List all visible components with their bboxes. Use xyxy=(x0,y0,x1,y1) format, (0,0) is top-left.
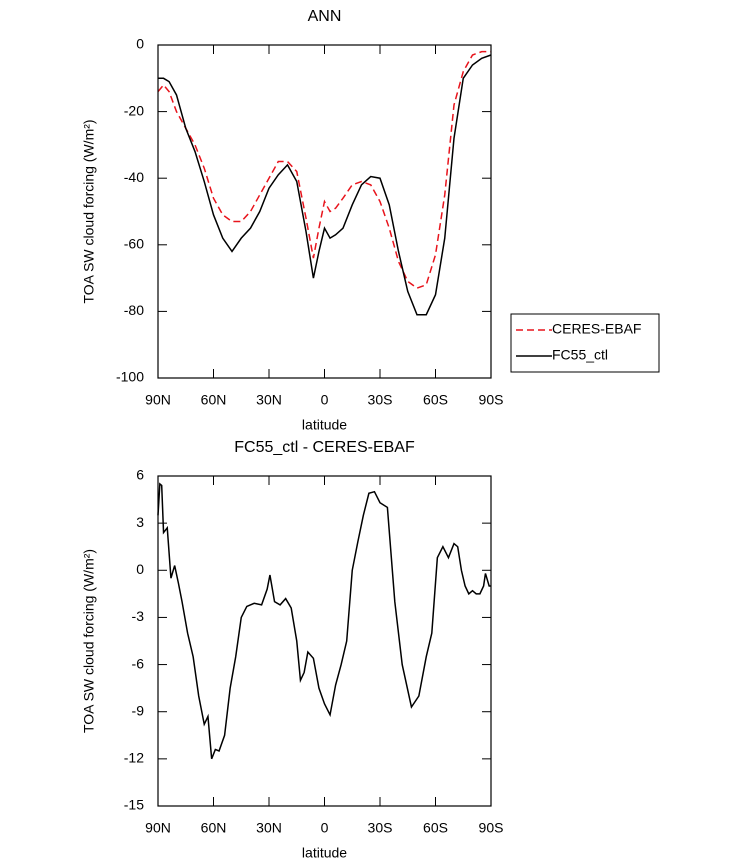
y-tick-label: 0 xyxy=(136,561,144,577)
x-tick-label: 90S xyxy=(479,820,504,836)
legend-label: CERES-EBAF xyxy=(552,321,641,337)
x-tick-label: 30S xyxy=(368,392,393,408)
y-axis-label: TOA SW cloud forcing (W/m²) xyxy=(81,549,97,733)
legend-box xyxy=(510,313,660,373)
y-tick-label: 0 xyxy=(136,36,144,52)
plot-frame xyxy=(157,475,492,807)
y-tick-label: -60 xyxy=(124,236,144,252)
x-tick-label: 0 xyxy=(321,392,329,408)
x-tick-label: 90N xyxy=(145,392,171,408)
x-tick-label: 60N xyxy=(201,392,227,408)
y-tick-label: -20 xyxy=(124,102,144,118)
x-tick-label: 60N xyxy=(201,820,227,836)
y-tick-label: -15 xyxy=(124,797,144,813)
legend-label: FC55_ctl xyxy=(552,347,608,363)
x-tick-label: 0 xyxy=(321,820,329,836)
data-line xyxy=(158,54,492,316)
y-tick-label: 6 xyxy=(136,467,144,483)
x-tick-label: 30N xyxy=(256,392,282,408)
data-line xyxy=(157,482,491,760)
y-tick-label: -80 xyxy=(124,302,144,318)
x-tick-label: 30S xyxy=(368,820,393,836)
x-tick-label: 90N xyxy=(145,820,171,836)
data-line xyxy=(157,50,491,289)
y-tick-label: -9 xyxy=(132,702,145,718)
x-tick-label: 60S xyxy=(423,392,448,408)
y-tick-label: -40 xyxy=(124,169,144,185)
x-axis-label: latitude xyxy=(302,417,347,433)
y-tick-label: -6 xyxy=(132,655,145,671)
plot-frame xyxy=(157,44,492,379)
x-tick-label: 60S xyxy=(423,820,448,836)
y-axis-label: TOA SW cloud forcing (W/m²) xyxy=(81,119,97,303)
y-tick-label: -100 xyxy=(116,369,144,385)
y-tick-label: 3 xyxy=(136,514,144,530)
y-tick-label: -12 xyxy=(124,750,144,766)
x-axis-label: latitude xyxy=(302,845,347,861)
y-tick-label: -3 xyxy=(132,608,145,624)
x-tick-label: 90S xyxy=(479,392,504,408)
x-tick-label: 30N xyxy=(256,820,282,836)
chart-title: ANN xyxy=(308,8,342,25)
chart-title: FC55_ctl - CERES-EBAF xyxy=(234,439,415,456)
